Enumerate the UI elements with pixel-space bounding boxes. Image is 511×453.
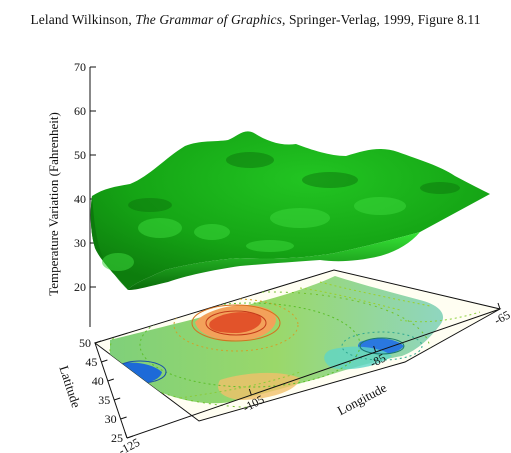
surface-highlights (102, 197, 406, 271)
z-tick-label: 50 (74, 148, 86, 162)
map-hot-core (209, 312, 262, 333)
z-tick-label: 60 (74, 104, 86, 118)
lat-tick-mark (101, 359, 108, 363)
lat-tick-label: 30 (105, 412, 117, 426)
lon-tick-mark (497, 302, 501, 310)
lon-tick-mark (248, 388, 252, 396)
z-tick-label: 20 (74, 280, 86, 294)
longitude-axis-line (126, 308, 501, 439)
lat-tick-label: 35 (98, 393, 110, 407)
caption-title: The Grammar of Graphics (135, 12, 282, 27)
lon-tick-mark (124, 431, 128, 439)
surface-front-edge (128, 232, 420, 290)
lat-tick-label: 40 (92, 374, 104, 388)
lat-tick-label: 45 (85, 355, 97, 369)
figure-caption: Leland Wilkinson, The Grammar of Graphic… (0, 12, 511, 28)
z-tick-label: 40 (74, 192, 86, 206)
surface-left-edge (90, 196, 128, 290)
caption-source: , Springer-Verlag, 1999, Figure 8.11 (282, 12, 481, 27)
latitude-axis-label: Latitude (56, 364, 84, 410)
caption-author: Leland Wilkinson, (30, 12, 136, 27)
lon-tick-mark (373, 345, 377, 353)
longitude-axis-label: Longitude (335, 380, 389, 418)
lat-tick-mark (94, 340, 102, 344)
lat-tick-mark (107, 378, 114, 382)
z-axis-label: Temperature Variation (Fahrenheit) (46, 112, 61, 296)
z-tick-label: 70 (74, 60, 86, 74)
lat-tick-label: 50 (79, 336, 91, 350)
z-tick-label: 30 (74, 236, 86, 250)
lon-tick-label: -85 (367, 351, 388, 371)
surface-shadows (128, 152, 460, 212)
base-map (93, 269, 502, 422)
lat-tick-mark (114, 397, 121, 401)
latitude-axis-line (94, 342, 128, 439)
lon-tick-label: -65 (492, 308, 511, 328)
us-landmass (110, 276, 444, 404)
z-axis: 20 30 40 50 60 70 (74, 60, 96, 327)
temperature-surface (90, 131, 491, 290)
lat-tick-label: 25 (111, 431, 123, 445)
lat-tick-mark (120, 416, 127, 420)
